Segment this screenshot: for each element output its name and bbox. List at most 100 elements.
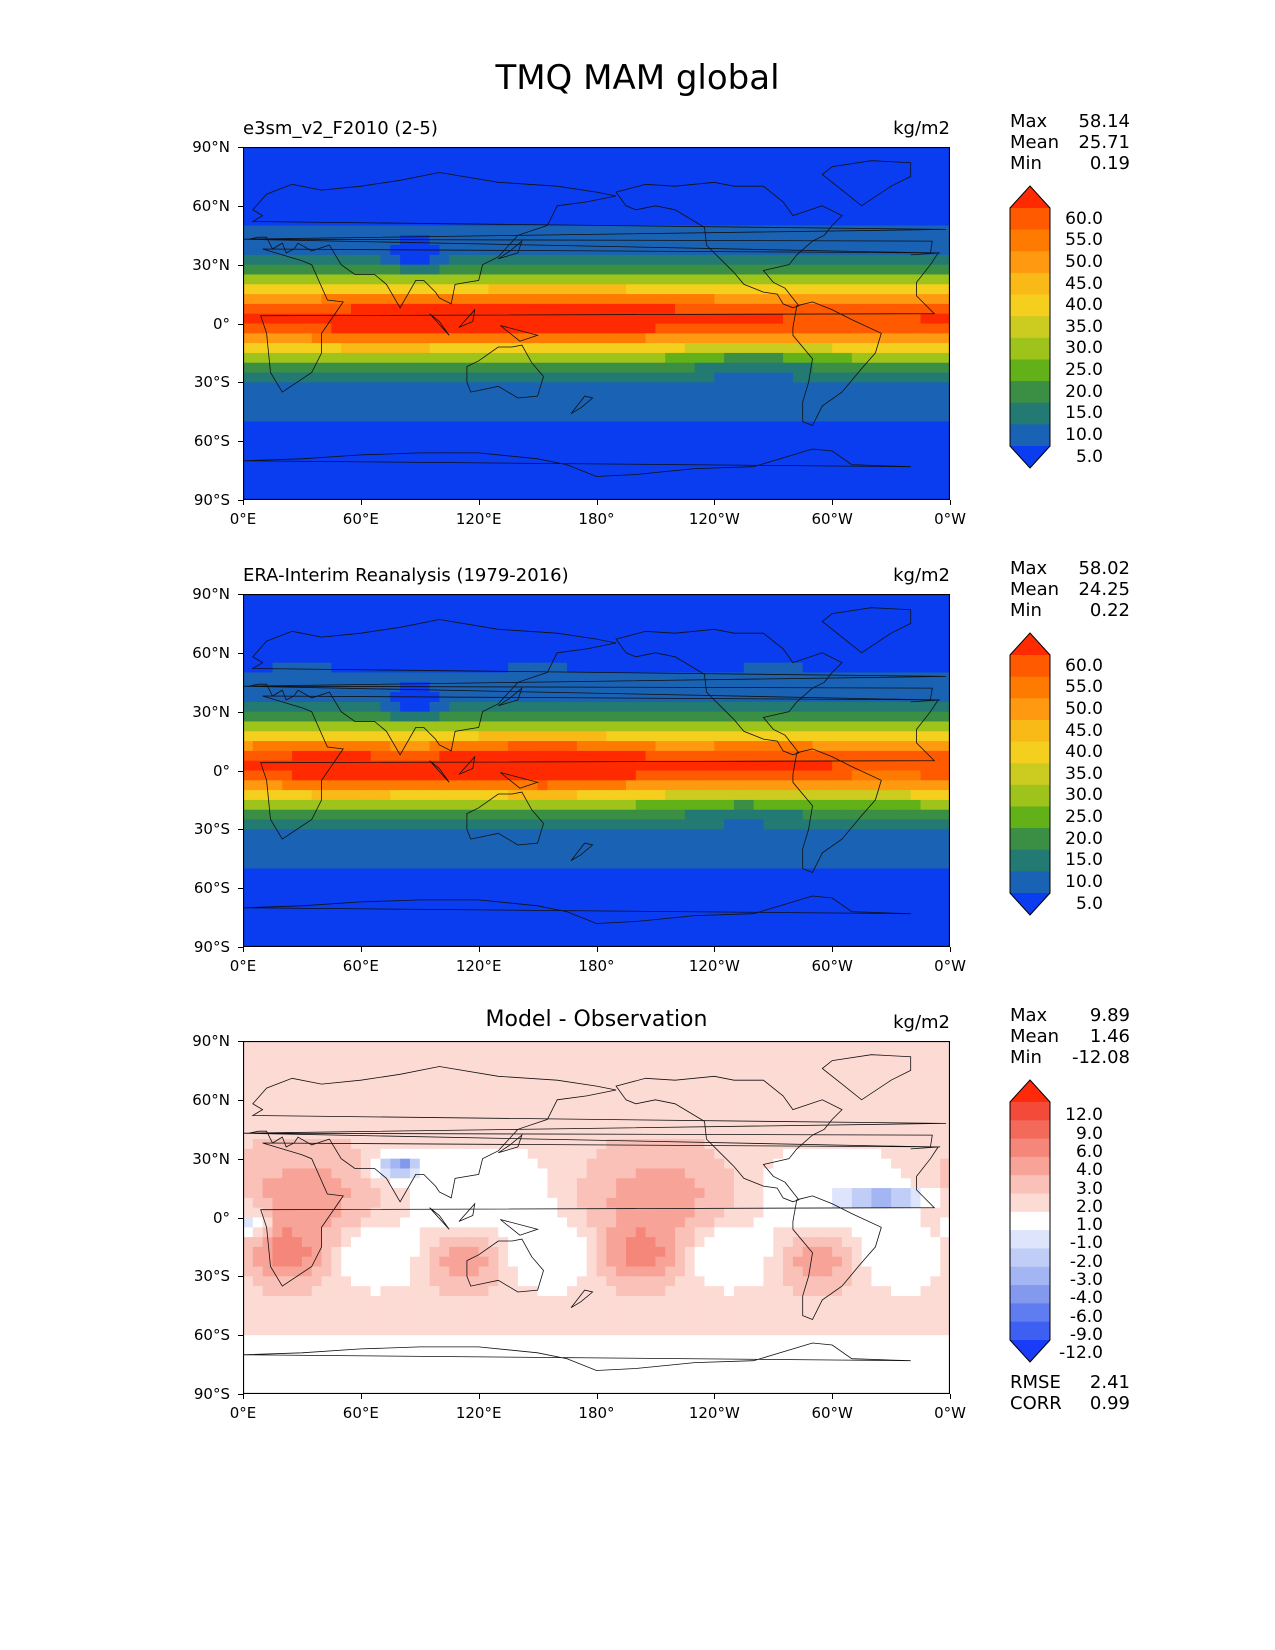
colorbar-tick-label: 15.0	[1065, 850, 1103, 871]
colorbar-tick-label: 40.0	[1065, 742, 1103, 763]
lon-tick-label: 60°E	[342, 510, 379, 528]
colorbar-outline	[1009, 185, 1051, 469]
coastline	[615, 1075, 843, 1203]
lon-tick-mark	[714, 500, 716, 505]
lon-tick-mark	[360, 947, 362, 952]
lat-tick-mark	[238, 829, 243, 831]
colorbar	[1009, 185, 1051, 469]
colorbar	[1009, 632, 1051, 916]
coastline	[466, 1238, 544, 1293]
coastline	[500, 1219, 540, 1236]
coastline	[500, 325, 540, 342]
lon-tick-label: 180°	[578, 1404, 615, 1422]
stat-value-mean: 25.71	[1078, 132, 1130, 153]
colorbar-tick-label: 25.0	[1065, 360, 1103, 381]
lat-tick-label: 60°S	[193, 432, 230, 451]
colorbar-segment	[1010, 1193, 1050, 1213]
colorbar-tick-label: 50.0	[1065, 698, 1103, 719]
colorbar-segment	[1010, 806, 1050, 829]
lat-tick-mark	[238, 1394, 243, 1395]
colorbar-tick-label: -4.0	[1069, 1288, 1103, 1309]
coastline	[458, 308, 476, 328]
lon-tick-label: 120°W	[688, 1404, 740, 1422]
colorbar-segment	[1010, 676, 1050, 699]
lat-tick-label: 30°N	[192, 1149, 230, 1168]
colorbar-outline	[1009, 632, 1051, 916]
panel-subtitle: e3sm_v2_F2010 (2-5)	[243, 118, 438, 139]
lon-tick-mark	[243, 500, 244, 505]
lat-tick-mark	[238, 1041, 243, 1042]
colorbar-tick-label: -9.0	[1069, 1325, 1103, 1345]
lat-tick-label: 90°N	[192, 585, 230, 603]
stat-value-max: 58.14	[1078, 111, 1130, 132]
stat-label-min: Min	[1010, 600, 1042, 621]
colorbar-tick-label: 3.0	[1075, 1178, 1103, 1199]
lon-tick-mark	[832, 1394, 834, 1399]
coastline	[466, 791, 544, 846]
lat-tick-label: 60°N	[192, 1090, 230, 1109]
lon-tick-label: 0°E	[229, 510, 257, 528]
lon-tick-mark	[714, 1394, 716, 1399]
colorbar-segment	[1010, 1248, 1050, 1268]
colorbar-extend-max	[1010, 1080, 1050, 1102]
stat-value-min: 0.19	[1089, 153, 1130, 174]
coastline	[792, 1195, 882, 1321]
colorbar-segment	[1010, 1321, 1050, 1341]
coastline	[498, 1133, 523, 1154]
colorbar-segment	[1010, 1156, 1050, 1176]
colorbar-segment	[1010, 1102, 1050, 1121]
lat-tick-mark	[238, 711, 243, 713]
stat-label-mean: Mean	[1010, 579, 1060, 600]
lat-tick-mark	[238, 1099, 243, 1101]
colorbar-tick-label: 45.0	[1065, 273, 1103, 294]
colorbar-segment	[1010, 655, 1050, 678]
lon-tick-mark	[360, 1394, 362, 1399]
map-frame	[243, 594, 950, 947]
coastline	[243, 619, 947, 756]
colorbar-segment	[1010, 316, 1050, 339]
colorbar-segment	[1010, 784, 1050, 807]
colorbar-tick-label: 25.0	[1065, 807, 1103, 828]
coastline	[260, 695, 941, 840]
lon-tick-mark	[478, 500, 480, 505]
colorbar-segment	[1010, 272, 1050, 296]
colorbar-tick-label: 30.0	[1065, 338, 1103, 359]
coastline	[260, 1142, 941, 1287]
colorbar-segment	[1010, 719, 1050, 743]
units-label: kg/m2	[893, 565, 950, 586]
lat-tick-mark	[238, 441, 243, 443]
lat-tick-label: 90°N	[192, 138, 230, 156]
colorbar-extend-max	[1010, 186, 1050, 208]
coastline	[243, 1066, 947, 1203]
lat-tick-mark	[238, 205, 243, 207]
colorbar-segment	[1010, 698, 1050, 721]
colorbar-tick-label: 12.0	[1065, 1105, 1103, 1126]
lon-tick-label: 60°W	[811, 1404, 853, 1422]
colorbar-extend-min	[1010, 893, 1050, 915]
colorbar-extend-min	[1010, 1340, 1050, 1362]
lat-tick-label: 30°N	[192, 255, 230, 274]
panel-title: Model - Observation	[485, 1007, 708, 1032]
coastline	[243, 895, 911, 924]
lat-tick-label: 60°S	[193, 1326, 230, 1345]
colorbar-tick-label: 55.0	[1065, 677, 1103, 698]
coastline	[429, 313, 450, 336]
coastline	[570, 842, 594, 862]
colorbar-tick-label: 2.0	[1075, 1196, 1103, 1217]
colorbar-tick-label: 60.0	[1065, 655, 1103, 676]
colorbar-tick-label: -1.0	[1069, 1233, 1103, 1254]
colorbar-segment	[1010, 741, 1050, 764]
stat-value-min: -12.08	[1071, 1047, 1130, 1068]
coastline	[498, 239, 523, 260]
coastline	[243, 172, 947, 309]
lon-tick-label: 0°W	[934, 957, 966, 975]
stat-label-min: Min	[1010, 1047, 1042, 1068]
colorbar-tick-label: 10.0	[1065, 872, 1103, 892]
coastline	[260, 248, 941, 393]
coastline	[466, 344, 544, 399]
colorbar-tick-label: 35.0	[1065, 763, 1103, 784]
colorbar-tick-label: -6.0	[1069, 1306, 1103, 1327]
field-cells	[243, 1041, 950, 1394]
colorbar-segment	[1010, 1120, 1050, 1140]
colorbar-extend-min	[1010, 446, 1050, 468]
